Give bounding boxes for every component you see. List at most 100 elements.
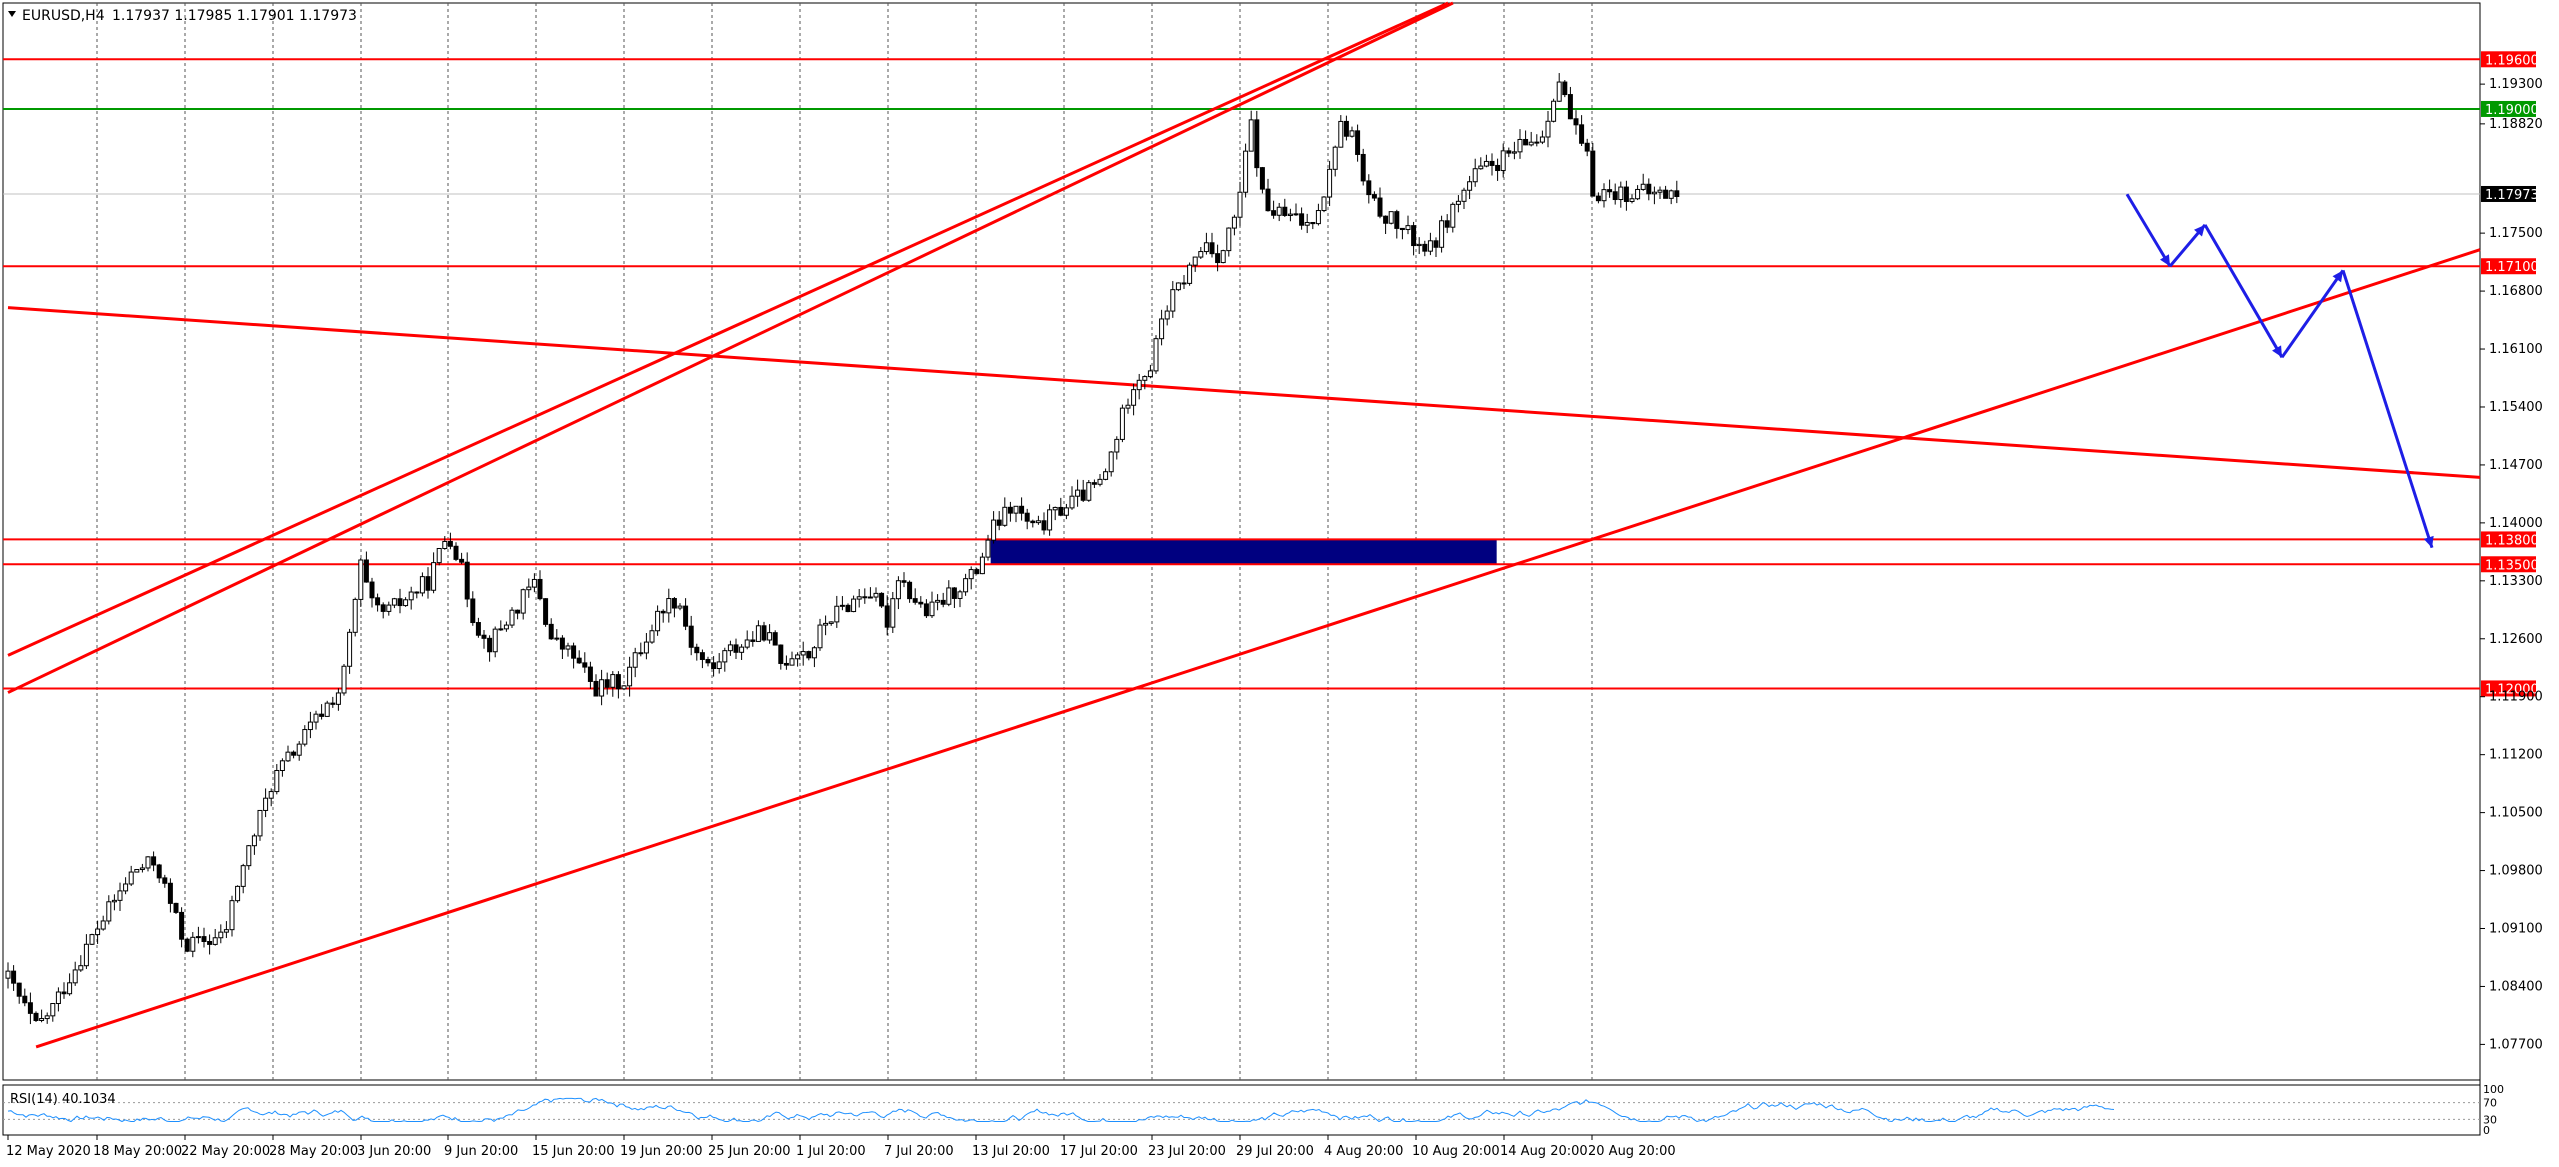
candle-body	[1164, 310, 1170, 320]
candle-body	[1405, 225, 1411, 231]
candle-body	[1383, 215, 1389, 224]
price-level-label: 1.17100	[2485, 260, 2539, 275]
candle-body	[1663, 189, 1669, 199]
candle-body	[100, 920, 106, 930]
candle-body	[1097, 478, 1103, 485]
candle-body	[627, 666, 633, 687]
projection-arrow-line	[2341, 269, 2434, 549]
candle-body	[1293, 213, 1299, 216]
y-tick-label: 1.11200	[2489, 748, 2543, 763]
candle-body	[195, 936, 201, 939]
candle-body	[375, 597, 381, 606]
candle-body	[1338, 120, 1344, 148]
candle-body	[879, 592, 885, 607]
candle-body	[1579, 124, 1585, 144]
candle-body	[834, 605, 840, 623]
candle-body	[307, 721, 313, 731]
candle-body	[554, 637, 560, 640]
x-tick-label: 18 May 20:00	[93, 1144, 182, 1159]
candle-body	[240, 865, 246, 887]
projection-arrowhead	[2332, 270, 2343, 283]
candle-body	[44, 1015, 50, 1020]
candle-body	[453, 545, 459, 560]
candle-body	[1467, 181, 1473, 191]
candle-body	[1254, 119, 1260, 169]
candle-body	[509, 609, 515, 626]
candle-body	[1159, 318, 1165, 340]
candle-body	[1343, 120, 1349, 137]
candle-body	[526, 586, 532, 591]
rsi-level-label: 70	[2483, 1097, 2497, 1110]
candle-body	[1511, 151, 1517, 154]
price-level-label: 1.13500	[2485, 558, 2539, 573]
candle-body	[83, 943, 89, 967]
x-tick-label: 13 Jul 20:00	[972, 1144, 1050, 1159]
candle-body	[1422, 243, 1428, 252]
candle-body	[431, 562, 437, 591]
candle-body	[1058, 506, 1064, 516]
candle-body	[436, 547, 442, 564]
candle-body	[1047, 509, 1053, 531]
candle-body	[587, 666, 593, 682]
candle-body	[755, 625, 761, 642]
candle-body	[274, 770, 280, 793]
candle-body	[1030, 520, 1036, 524]
candle-body	[957, 591, 963, 599]
candle-body	[1203, 242, 1209, 253]
projection-arrowhead	[2159, 254, 2170, 267]
candle-body	[1545, 120, 1551, 138]
candle-body	[1271, 210, 1277, 216]
candle-body	[940, 599, 946, 605]
candle-body	[403, 599, 409, 607]
horizontal-levels: 1.19600 1.19000 1.17100 1.13800 1.13500 1.120…	[3, 51, 2539, 697]
candle-body	[1427, 240, 1433, 252]
candle-body	[1332, 146, 1338, 170]
candle-body	[1366, 180, 1372, 196]
chart-menu-triangle-icon[interactable]	[8, 11, 16, 17]
candle-body	[671, 598, 677, 609]
candle-body	[716, 661, 722, 670]
candle-body	[537, 578, 543, 600]
candle-body	[498, 628, 504, 631]
candle-body	[190, 936, 196, 952]
x-tick-label: 20 Aug 20:00	[1588, 1144, 1676, 1159]
candle-body	[50, 1003, 56, 1017]
ohlc-readout: 1.17937 1.17985 1.17901 1.17973	[112, 8, 357, 24]
candle-body	[1590, 150, 1596, 197]
candle-body	[442, 540, 448, 549]
candle-body	[1433, 240, 1439, 248]
candle-body	[117, 890, 123, 901]
candle-body	[347, 631, 353, 667]
candle-body	[711, 662, 717, 670]
candlesticks	[5, 73, 1680, 1025]
candle-body	[1019, 505, 1025, 514]
y-tick-label: 1.16800	[2489, 284, 2543, 299]
candle-body	[1623, 186, 1629, 202]
candle-body	[335, 692, 341, 705]
candle-body	[1607, 189, 1613, 193]
candle-body	[599, 679, 605, 697]
candle-body	[1646, 183, 1652, 195]
candle-body	[1562, 81, 1568, 96]
y-tick-label: 1.14000	[2489, 516, 2543, 531]
y-tick-label: 1.09100	[2489, 922, 2543, 937]
candle-body	[61, 991, 67, 995]
candle-body	[313, 713, 319, 723]
y-tick-label: 1.12600	[2489, 632, 2543, 647]
x-tick-label: 14 Aug 20:00	[1500, 1144, 1588, 1159]
candle-body	[851, 598, 857, 613]
candle-body	[811, 647, 817, 659]
x-tick-label: 17 Jul 20:00	[1060, 1144, 1138, 1159]
candle-body	[1450, 203, 1456, 228]
candle-body	[1243, 150, 1249, 193]
rsi-level-label: 100	[2483, 1083, 2504, 1096]
candle-body	[1013, 505, 1019, 514]
candle-body	[520, 589, 526, 614]
candle-body	[789, 658, 795, 666]
candle-body	[1231, 216, 1237, 229]
candle-body	[615, 674, 621, 690]
